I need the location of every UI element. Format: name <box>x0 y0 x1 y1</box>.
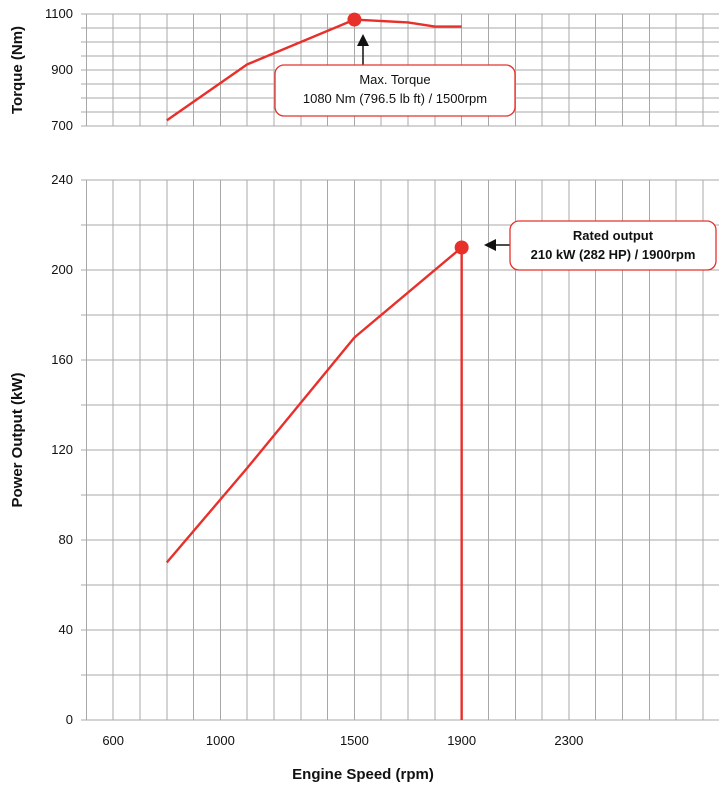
x-tick-label: 2300 <box>554 733 583 748</box>
rated-output-value: 210 kW (282 HP) / 1900rpm <box>531 247 696 262</box>
power-tick-label: 80 <box>59 532 73 547</box>
rated-output-annotation: Rated output 210 kW (282 HP) / 1900rpm <box>484 220 717 271</box>
power-tick-label: 120 <box>51 442 73 457</box>
torque-curve <box>166 18 462 122</box>
torque-tick-label: 700 <box>51 118 73 133</box>
x-tick-label: 1000 <box>206 733 235 748</box>
left-arrow-icon <box>484 239 496 251</box>
rated-output-marker <box>454 240 469 255</box>
power-tick-label: 40 <box>59 622 73 637</box>
torque-tick-label: 1100 <box>45 6 73 21</box>
max-torque-annotation: Max. Torque 1080 Nm (796.5 lb ft) / 1500… <box>274 34 516 117</box>
up-arrow-icon <box>357 34 369 46</box>
power-tick-label: 160 <box>51 352 73 367</box>
max-torque-marker <box>347 12 362 27</box>
torque-tick-label: 900 <box>51 62 73 77</box>
x-tick-label: 1500 <box>340 733 369 748</box>
x-axis-ticks: 600 1000 1500 1900 2300 <box>102 733 583 748</box>
x-axis-title: Engine Speed (rpm) <box>292 766 434 783</box>
power-curve <box>165 246 463 564</box>
torque-y-ticks: 700 900 1100 <box>45 6 73 133</box>
power-tick-label: 0 <box>66 712 73 727</box>
max-torque-label: Max. Torque <box>359 72 430 87</box>
power-y-ticks: 0 40 80 120 160 200 240 <box>51 172 73 727</box>
max-torque-value: 1080 Nm (796.5 lb ft) / 1500rpm <box>303 91 487 106</box>
x-tick-label: 1900 <box>447 733 476 748</box>
rated-output-label: Rated output <box>573 228 654 243</box>
x-tick-label: 600 <box>102 733 124 748</box>
power-tick-label: 200 <box>51 262 73 277</box>
torque-y-axis-title: Torque (Nm) <box>9 26 26 114</box>
power-y-axis-title: Power Output (kW) <box>9 373 26 508</box>
power-tick-label: 240 <box>51 172 73 187</box>
